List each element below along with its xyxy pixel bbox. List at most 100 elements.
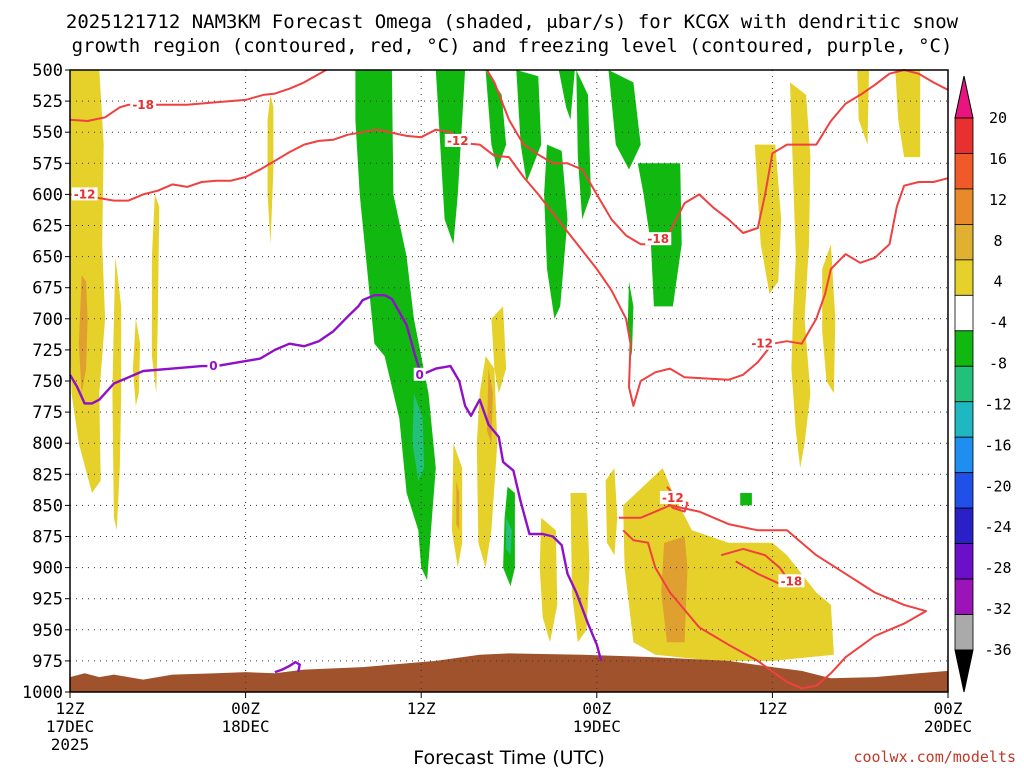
x-tick-label: 00Z [582,699,611,718]
y-tick-label: 600 [32,185,63,205]
x-tick-label: 2025 [51,735,90,754]
contour-label-bg [778,574,805,588]
omega-region-30 [790,82,811,469]
colorbar-swatch [954,365,974,403]
dgz-contours: -18 -12 -12 -18 -12 -12 -18 [69,69,949,690]
omega-region-4 [132,318,141,406]
colorbar-swatch [954,259,974,296]
omega-region-24 [491,306,507,394]
y-tick-label: 725 [32,341,63,361]
colorbar-label: 8 [993,232,1002,250]
omega-region-11 [558,70,575,120]
colorbar-label: -24 [984,518,1011,536]
dgz-contour-label: -18 [132,98,154,112]
dgz-contour-label: -18 [647,232,669,246]
colorbar-swatch [954,117,974,154]
colorbar-swatch [954,578,974,615]
colorbar: 20 16 12 8 4 -4 -8 -12 -16 -20 -24 -28 -32 -36 [954,75,1012,693]
chart-title-line1: 2025121712 NAM3KM Forecast Omega (shaded… [66,11,959,33]
omega-region-0 [70,70,106,493]
dgz-contour-line [618,504,927,690]
y-tick-label: 1000 [22,683,63,703]
credit-text: coolwx.com/modelts [853,748,1016,766]
contour-label-bg [130,97,157,111]
colorbar-swatch [954,223,974,261]
dgz-contour-label: -12 [662,491,684,505]
y-tick-label: 850 [32,496,63,516]
omega-region-5 [267,94,274,245]
colorbar-label: 12 [989,191,1007,209]
omega-region-17 [740,493,752,506]
omega-region-12 [544,144,568,319]
omega-region-33 [895,70,921,158]
colorbar-label: -20 [984,477,1011,495]
contour-label-bg [645,232,672,246]
omega-region-23 [456,480,460,531]
omega-region-9 [485,70,507,170]
colorbar-bottom-arrow [954,649,974,693]
dgz-contour-line [486,69,949,246]
x-axis-title: Forecast Time (UTC) [413,747,604,768]
omega-region-2 [112,256,122,531]
omega-region-3 [151,194,160,394]
omega-region-34 [857,70,869,145]
dgz-contour-label: -12 [751,337,773,351]
colorbar-swatch [954,153,974,190]
y-tick-label: 925 [32,590,63,610]
y-tick-label: 875 [32,528,63,548]
colorbar-label: -28 [984,559,1011,577]
terrain-shape [70,653,948,692]
x-tick-label: 17DEC [46,717,94,736]
x-tick-label: 12Z [56,699,85,718]
y-tick-label: 900 [32,559,63,579]
contour-label-bg [659,490,686,504]
colorbar-swatch [954,472,974,509]
omega-region-8 [435,70,466,245]
dgz-contour-label: -18 [781,574,803,588]
contour-label-bg [749,336,776,350]
colorbar-label: -32 [984,600,1011,618]
contour-label-bg [444,133,471,147]
freezing-level-label: 0 [416,368,424,382]
omega-region-10 [516,70,542,182]
x-tick-label: 12Z [758,699,787,718]
omega-region-29 [661,536,688,643]
y-axis: 500 525 550 575 600 625 650 675 700 725 750 775 800 8… [22,61,70,703]
y-tick-label: 575 [32,154,63,174]
omega-region-14 [608,70,641,170]
colorbar-label: -36 [984,641,1011,659]
dgz-contour-label: -12 [447,134,469,148]
y-tick-label: 700 [32,310,63,330]
y-tick-label: 950 [32,621,63,641]
y-tick-label: 525 [32,92,63,112]
colorbar-swatch [954,188,974,225]
x-tick-label: 00Z [934,699,963,718]
freezing-label-bg [207,359,220,373]
omega-region-31 [754,144,782,294]
omega-region-7 [412,393,425,481]
colorbar-label: -8 [989,355,1007,373]
freezing-level-label: 0 [209,359,217,373]
omega-region-25 [539,517,558,643]
colorbar-swatch [954,614,974,651]
y-tick-label: 625 [32,217,63,237]
y-tick-label: 675 [32,279,63,299]
x-tick-label: 18DEC [222,717,270,736]
colorbar-label: -12 [984,395,1011,413]
x-tick-label: 12Z [407,699,436,718]
freezing-level-line [68,294,603,662]
omega-region-27 [605,468,618,556]
colorbar-label: 4 [993,273,1002,291]
y-tick-label: 975 [32,652,63,672]
x-tick-label: 19DEC [573,717,621,736]
colorbar-swatch [954,330,974,367]
colorbar-top-arrow [954,75,974,119]
chart-title-line2: growth region (contoured, red, °C) and f… [72,35,953,57]
y-tick-label: 825 [32,465,63,485]
y-tick-label: 800 [32,434,63,454]
colorbar-label: -4 [989,314,1007,332]
colorbar-swatch [954,294,974,332]
freezing-level-line-low [274,660,302,674]
